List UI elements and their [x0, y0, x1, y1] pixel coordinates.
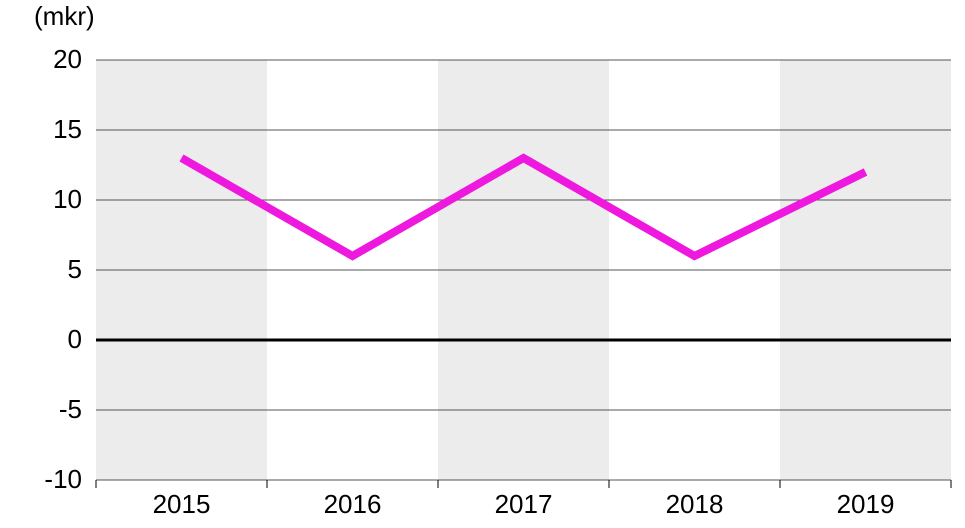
x-tick-label: 2019 [837, 489, 895, 519]
y-tick-label: 5 [68, 254, 82, 284]
x-tick-label: 2016 [324, 489, 382, 519]
y-tick-label: -10 [44, 464, 82, 494]
chart-svg: -10 -5 0 5 10 15 20 2015 2016 2017 2018 2019 (mkr) [0, 0, 965, 528]
y-axis-labels: -10 -5 0 5 10 15 20 [44, 44, 82, 494]
y-tick-label: 20 [53, 44, 82, 74]
x-tick-label: 2017 [495, 489, 553, 519]
y-tick-label: 15 [53, 114, 82, 144]
x-tick-label: 2018 [666, 489, 724, 519]
y-tick-label: 0 [68, 324, 82, 354]
x-axis-labels: 2015 2016 2017 2018 2019 [153, 489, 895, 519]
line-chart: -10 -5 0 5 10 15 20 2015 2016 2017 2018 2019 (mkr) [0, 0, 965, 528]
unit-label: (mkr) [34, 1, 95, 31]
y-tick-label: 10 [53, 184, 82, 214]
x-ticks [96, 480, 951, 488]
x-tick-label: 2015 [153, 489, 211, 519]
y-tick-label: -5 [59, 394, 82, 424]
